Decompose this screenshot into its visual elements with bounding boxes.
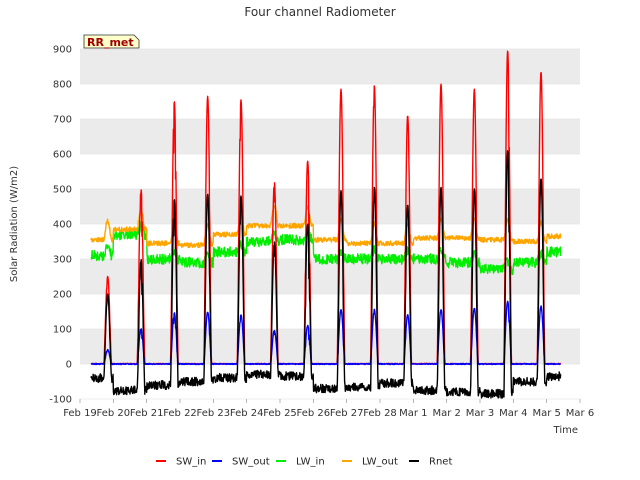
rr-met-tag: RR_met [83,34,140,49]
rr-met-tag-label: RR_met [87,36,134,49]
y-tick-label: 0 [66,360,72,371]
chart-title: Four channel Radiometer [244,5,395,19]
x-tick-label: Feb 22 [163,408,197,419]
band [80,49,580,84]
grid-lines [80,48,580,400]
x-tick-label: Feb 23 [197,408,231,419]
legend-label: SW_out [232,457,270,468]
y-tick-label: 500 [53,185,72,196]
series-line-sw-out [90,300,562,366]
x-tick-label: Feb 24 [230,408,264,419]
x-tick-label: Mar 5 [532,408,560,419]
legend-label: Rnet [429,457,452,468]
x-axis-ticks: Feb 19 Feb 20 Feb 21 Feb 22 Feb 23 Feb 24 Feb … [63,399,594,419]
x-tick-label: Mar 3 [466,408,494,419]
x-tick-label: Feb 26 [297,408,331,419]
x-axis-label: Time [553,425,578,436]
y-axis-ticks: -100 0 100 200 300 400 500 600 700 800 900 [49,45,72,406]
band [80,119,580,154]
legend-label: LW_out [362,457,398,468]
y-tick-label: 200 [53,290,72,301]
legend-label: SW_in [176,457,206,468]
y-tick-label: 400 [53,220,72,231]
x-tick-label: Feb 19 [63,408,97,419]
y-tick-label: 800 [53,80,72,91]
x-tick-label: Mar 2 [432,408,460,419]
x-tick-label: Feb 20 [97,408,131,419]
plot-bands [80,49,580,364]
y-tick-label: 700 [53,115,72,126]
x-tick-label: Mar 1 [399,408,427,419]
legend-label: LW_in [296,457,325,468]
x-tick-label: Feb 21 [130,408,164,419]
y-tick-label: -100 [49,395,72,406]
y-tick-label: 900 [53,45,72,56]
y-tick-label: 300 [53,255,72,266]
y-axis-label: Solar Radiation (W/m2) [9,166,20,282]
series-lines [90,50,562,399]
x-tick-label: Feb 27 [330,408,364,419]
legend: SW_in SW_out LW_in LW_out Rnet [156,457,452,468]
band [80,189,580,224]
series-line-lw-out [90,204,562,249]
x-tick-label: Mar 4 [499,408,527,419]
series-line-lw-in [90,221,562,276]
y-tick-label: 100 [53,325,72,336]
x-tick-label: Mar 6 [566,408,594,419]
x-tick-label: Feb 25 [263,408,297,419]
x-tick-label: Feb 28 [363,408,397,419]
band [80,329,580,364]
series-line-rnet [90,150,562,399]
y-tick-label: 600 [53,150,72,161]
